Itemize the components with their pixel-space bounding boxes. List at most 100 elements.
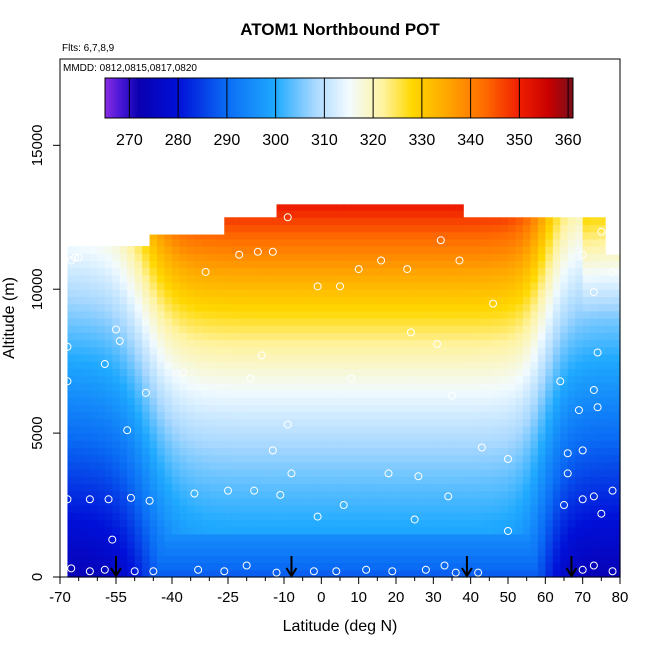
heatmap-cell	[470, 490, 479, 499]
flights-label: Flts: 6,7,8,9	[62, 43, 115, 54]
heatmap-cell	[313, 303, 322, 312]
heatmap-cell	[508, 541, 517, 549]
heatmap-cell	[358, 382, 367, 391]
heatmap-cell	[560, 397, 569, 405]
heatmap-cell	[425, 246, 434, 254]
heatmap-cell	[575, 505, 584, 513]
heatmap-cell	[351, 562, 360, 571]
heatmap-cell	[582, 425, 591, 434]
heatmap-cell	[410, 267, 419, 276]
heatmap-cell	[463, 533, 472, 542]
heatmap-cell	[239, 267, 248, 276]
heatmap-cell	[373, 346, 382, 355]
heatmap-cell	[440, 447, 449, 456]
heatmap-cell	[381, 238, 390, 247]
heatmap-cell	[142, 425, 151, 434]
heatmap-cell	[597, 282, 606, 290]
heatmap-cell	[97, 404, 106, 413]
heatmap-cell	[522, 533, 531, 542]
heatmap-cell	[164, 296, 173, 305]
heatmap-cell	[418, 569, 427, 578]
heatmap-cell	[396, 389, 405, 398]
heatmap-cell	[194, 332, 203, 341]
heatmap-cell	[478, 325, 487, 333]
heatmap-cell	[134, 267, 143, 276]
heatmap-cell	[493, 382, 502, 391]
heatmap-cell	[515, 325, 524, 333]
heatmap-cell	[328, 461, 337, 470]
heatmap-cell	[425, 562, 434, 571]
heatmap-cell	[134, 282, 143, 290]
heatmap-cell	[306, 310, 315, 319]
heatmap-cell	[97, 483, 106, 492]
heatmap-cell	[216, 353, 225, 362]
heatmap-cell	[530, 318, 539, 326]
heatmap-cell	[194, 303, 203, 312]
heatmap-cell	[425, 418, 434, 427]
heatmap-cell	[276, 389, 285, 398]
heatmap-cell	[463, 231, 472, 240]
heatmap-cell	[104, 353, 113, 362]
heatmap-cell	[313, 204, 322, 211]
heatmap-cell	[239, 526, 248, 535]
heatmap-cell	[254, 246, 263, 254]
heatmap-cell	[560, 433, 569, 441]
heatmap-cell	[410, 469, 419, 477]
heatmap-cell	[104, 282, 113, 290]
heatmap-cell	[440, 541, 449, 549]
heatmap-cell	[97, 569, 106, 578]
heatmap-cell	[418, 548, 427, 557]
heatmap-cell	[97, 318, 106, 326]
heatmap-cell	[186, 282, 195, 290]
heatmap-cell	[366, 548, 375, 557]
heatmap-cell	[179, 397, 188, 405]
colorbar-ticks: 270 280 290 300 310 320 330 340 350 360	[116, 78, 582, 149]
heatmap-cell	[396, 418, 405, 427]
heatmap-cell	[440, 296, 449, 305]
heatmap-cell	[67, 368, 76, 377]
heatmap-cell	[612, 339, 621, 348]
heatmap-cell	[97, 454, 106, 463]
heatmap-cell	[552, 310, 561, 319]
heatmap-cell	[448, 497, 457, 506]
heatmap-cell	[104, 260, 113, 269]
heatmap-cell	[149, 490, 158, 499]
heatmap-cell	[97, 418, 106, 427]
heatmap-cell	[306, 210, 315, 218]
heatmap-cell	[522, 375, 531, 384]
heatmap-cell	[478, 418, 487, 427]
heatmap-cell	[418, 217, 427, 226]
heatmap-cell	[597, 361, 606, 369]
heatmap-cell	[119, 454, 128, 463]
sample-point	[313, 512, 322, 521]
heatmap-cell	[284, 310, 293, 319]
heatmap-cell	[306, 253, 315, 262]
heatmap-cell	[522, 260, 531, 269]
heatmap-cell	[224, 447, 233, 456]
heatmap-cell	[179, 519, 188, 528]
heatmap-cell	[493, 325, 502, 333]
heatmap-cell	[194, 353, 203, 362]
heatmap-cell	[522, 440, 531, 449]
heatmap-cell	[425, 447, 434, 456]
heatmap-cell	[194, 519, 203, 528]
heatmap-cell	[403, 533, 412, 542]
heatmap-cell	[575, 411, 584, 420]
heatmap-cell	[179, 440, 188, 449]
heatmap-cell	[172, 397, 181, 405]
heatmap-cell	[612, 418, 621, 427]
heatmap-cell	[567, 325, 576, 333]
heatmap-cell	[284, 497, 293, 506]
heatmap-cell	[351, 569, 360, 578]
heatmap-cell	[298, 505, 307, 513]
heatmap-cell	[276, 375, 285, 384]
heatmap-cell	[433, 469, 442, 477]
sample-point	[578, 250, 587, 259]
heatmap-cell	[597, 519, 606, 528]
heatmap-cell	[254, 368, 263, 377]
heatmap-cell	[470, 418, 479, 427]
heatmap-cell	[418, 289, 427, 298]
heatmap-cell	[515, 447, 524, 456]
heatmap-cell	[112, 397, 121, 405]
heatmap-cell	[142, 267, 151, 276]
